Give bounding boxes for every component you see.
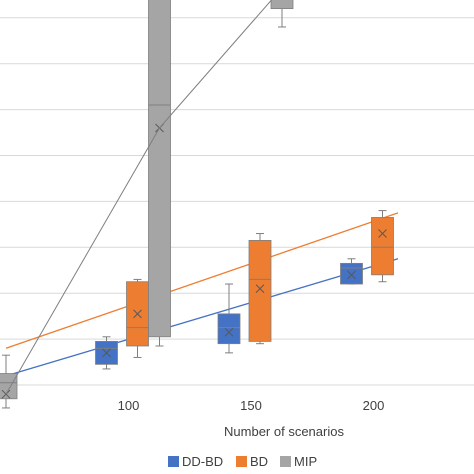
trend-line-bd xyxy=(5,212,399,349)
mean-marker xyxy=(224,327,234,337)
box-dd-bd-100 xyxy=(95,336,118,370)
legend: DD-BD BD MIP xyxy=(168,454,317,469)
box xyxy=(148,0,171,338)
x-tick-label: 100 xyxy=(118,398,140,413)
legend-swatch xyxy=(168,456,179,467)
box xyxy=(248,240,272,342)
legend-label: DD-BD xyxy=(182,454,223,469)
legend-swatch xyxy=(280,456,291,467)
box xyxy=(371,217,394,276)
legend-item-dd-bd: DD-BD xyxy=(168,454,223,469)
gridlines xyxy=(0,17,474,386)
x-tick-label: 200 xyxy=(363,398,385,413)
trend-lines xyxy=(5,212,399,377)
box-bd-150 xyxy=(248,233,272,345)
mean-marker xyxy=(255,284,265,293)
x-tick-label: 150 xyxy=(240,398,262,413)
mean-marker xyxy=(378,229,387,238)
box-mip-100 xyxy=(148,0,171,347)
mean-marker xyxy=(102,348,111,358)
mean-line-mip xyxy=(5,0,273,395)
x-axis-label: Number of scenarios xyxy=(224,424,344,439)
box-plots xyxy=(0,0,394,409)
legend-label: MIP xyxy=(294,454,317,469)
box-mip-150 xyxy=(270,0,294,28)
mean-marker xyxy=(347,270,356,280)
box xyxy=(340,262,363,285)
box-mip-50 xyxy=(0,354,18,409)
box-dd-bd-200 xyxy=(340,258,363,285)
legend-swatch xyxy=(236,456,247,467)
box-bd-100 xyxy=(126,278,149,358)
legend-item-bd: BD xyxy=(236,454,268,469)
mean-lines xyxy=(5,0,273,395)
legend-label: BD xyxy=(250,454,268,469)
box xyxy=(217,313,241,345)
box xyxy=(0,373,18,400)
box xyxy=(270,0,294,10)
box-bd-200 xyxy=(371,210,394,283)
mean-marker xyxy=(133,309,142,319)
legend-item-mip: MIP xyxy=(280,454,317,469)
box-dd-bd-150 xyxy=(217,283,241,354)
trend-line-dd-bd xyxy=(5,258,399,377)
x-axis-ticks: 100 150 200 xyxy=(118,398,385,413)
